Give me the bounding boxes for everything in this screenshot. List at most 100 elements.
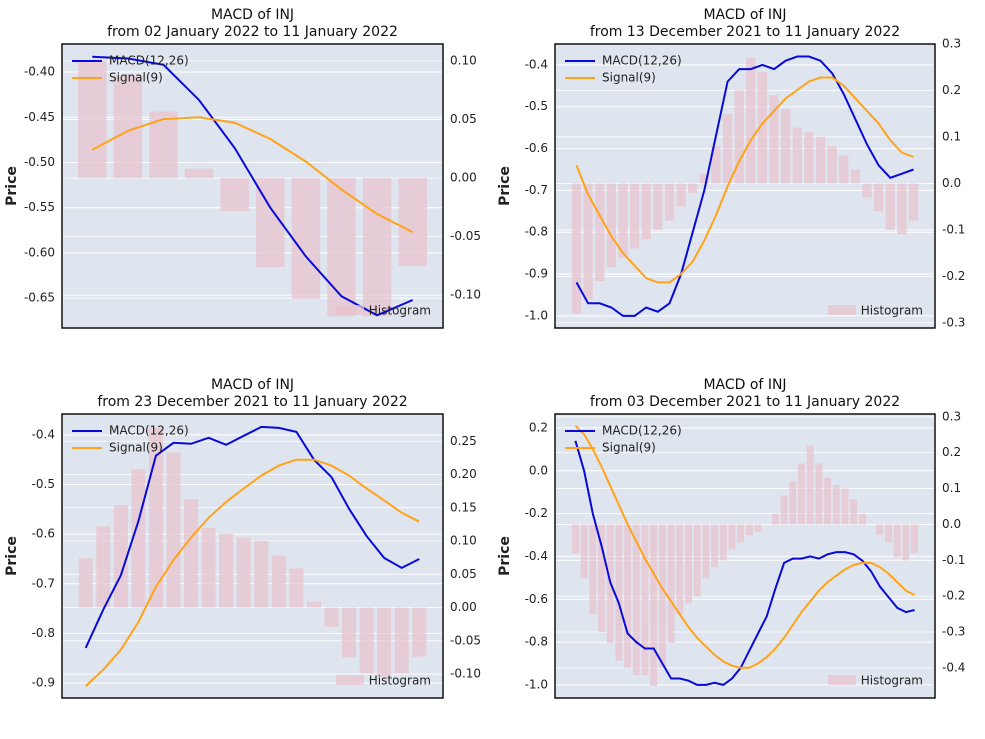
histogram-bar (618, 183, 628, 258)
histogram-bar (798, 463, 805, 525)
legend-label: Histogram (369, 674, 431, 688)
histogram-bar (291, 178, 321, 299)
y-tick-label: -0.40 (24, 65, 55, 79)
histogram-bar (827, 146, 837, 184)
chart-subtitle: from 02 January 2022 to 11 January 2022 (107, 24, 398, 40)
y2-tick-label: 0.05 (450, 112, 477, 126)
y2-tick-label: 0.2 (942, 83, 961, 97)
y2-tick-label: 0.1 (942, 129, 961, 143)
y2-tick-label: -0.4 (942, 660, 965, 674)
histogram-bar (893, 524, 901, 557)
legend-label: MACD(12,26) (602, 424, 682, 438)
y2-tick-label: 0.15 (450, 500, 477, 514)
histogram-bar (580, 524, 588, 579)
histogram-bar (711, 146, 721, 184)
histogram-bar (377, 607, 392, 677)
y-tick-label: -0.60 (24, 245, 55, 259)
y2-tick-label: -0.10 (450, 667, 481, 681)
y2-tick-label: 0.0 (942, 176, 961, 190)
histogram-bar (236, 537, 251, 608)
histogram-bar (789, 481, 797, 525)
histogram-bar (148, 427, 163, 608)
y2-tick-label: 0.2 (942, 445, 961, 459)
y-tick-label: 0.0 (529, 463, 548, 477)
y2-tick-label: 0.0 (942, 517, 961, 531)
legend-label: Signal(9) (602, 441, 656, 455)
y2-tick-label: -0.05 (450, 229, 481, 243)
y2-tick-label: -0.2 (942, 269, 965, 283)
histogram-bar (394, 607, 409, 674)
y-tick-label: -0.45 (24, 110, 55, 124)
series-line (91, 116, 414, 233)
histogram-bar (693, 524, 701, 597)
y-tick-label: -0.7 (32, 576, 55, 590)
histogram-bar (78, 60, 107, 179)
legend-label: Histogram (861, 304, 923, 318)
histogram-bar (746, 57, 756, 184)
series-line (575, 76, 914, 284)
y2-tick-label: 0.3 (942, 409, 961, 423)
histogram-bar (641, 524, 649, 676)
histogram-bar (815, 463, 823, 525)
histogram-bar (839, 155, 849, 184)
histogram-bar (676, 524, 684, 615)
y2-tick-label: -0.3 (942, 315, 965, 329)
y2-tick-label: 0.3 (942, 37, 961, 51)
y2-tick-label: 0.10 (450, 53, 477, 67)
series-line (85, 458, 420, 687)
y2-tick-label: -0.10 (450, 288, 481, 302)
histogram-bar (754, 524, 762, 532)
histogram-bar (632, 524, 640, 676)
histogram-bar (306, 601, 321, 608)
histogram-bar (908, 183, 919, 221)
plot-frame (61, 413, 444, 699)
histogram-bar (757, 71, 768, 184)
histogram-bar (728, 524, 736, 550)
histogram-bar (911, 524, 919, 554)
histogram-bar (629, 183, 640, 249)
histogram-bar (398, 178, 427, 266)
series-line (574, 425, 916, 669)
y-tick-label: -1.0 (525, 308, 548, 322)
histogram-bar (858, 513, 866, 525)
histogram-bar (824, 477, 832, 525)
legend-swatch (336, 675, 364, 685)
series-line (574, 440, 915, 686)
histogram-bar (688, 183, 698, 193)
histogram-bar (832, 485, 840, 525)
histogram-bar (722, 113, 733, 184)
histogram-bar (624, 524, 632, 668)
y-tick-label: -0.4 (32, 427, 55, 441)
y-tick-label: -0.55 (24, 200, 55, 214)
series-line (575, 55, 914, 317)
plot-frame (554, 43, 936, 329)
histogram-bar (804, 132, 814, 184)
histogram-bar (166, 452, 181, 608)
y-axis-label: Price (497, 166, 513, 206)
legend-label: Signal(9) (602, 71, 656, 85)
histogram-bar (862, 183, 872, 198)
legend-label: Histogram (861, 674, 923, 688)
histogram-bar (792, 127, 802, 184)
y-tick-label: -0.8 (32, 626, 55, 640)
legend-label: Histogram (369, 304, 431, 318)
histogram-bar (598, 524, 605, 633)
histogram-bar (685, 524, 692, 604)
histogram-bar (113, 505, 128, 608)
chart-title: MACD of INJ (703, 7, 786, 23)
y2-tick-label: 0.00 (450, 600, 477, 614)
histogram-bar (781, 109, 791, 184)
histogram-bar (571, 183, 582, 314)
histogram-bar (897, 183, 907, 235)
histogram-bar (841, 488, 849, 525)
histogram-bar (327, 178, 356, 317)
histogram-bar (745, 524, 753, 536)
y2-tick-label: 0.00 (450, 171, 477, 185)
y-tick-label: 0.2 (529, 420, 548, 434)
histogram-bar (734, 90, 744, 184)
histogram-bar (653, 183, 663, 230)
y-axis-label: Price (4, 536, 20, 576)
y-tick-label: -0.6 (525, 141, 548, 155)
histogram-bar (667, 524, 675, 643)
histogram-bar (850, 169, 861, 184)
